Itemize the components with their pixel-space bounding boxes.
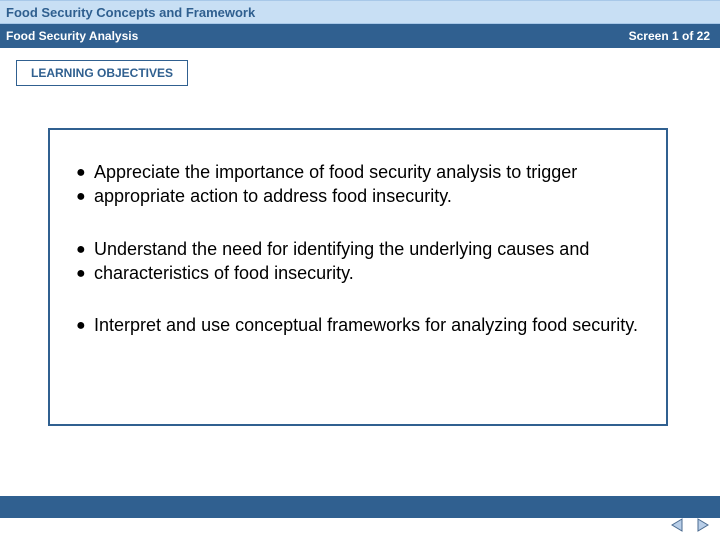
- bullet-icon: ●: [76, 263, 86, 285]
- course-title: Food Security Concepts and Framework: [6, 5, 255, 20]
- module-title: Food Security Analysis: [6, 29, 138, 43]
- nav-arrows: [670, 517, 710, 538]
- bullet-icon: ●: [76, 315, 86, 337]
- objectives-box: ● ● Appreciate the importance of food se…: [48, 128, 668, 426]
- screen-counter: Screen 1 of 22: [629, 29, 710, 43]
- bullet-icon: ●: [76, 186, 86, 208]
- objective-text: Understand the need for identifying the …: [94, 239, 589, 283]
- next-arrow-icon[interactable]: [694, 517, 710, 538]
- prev-arrow-icon[interactable]: [670, 517, 686, 538]
- list-item: ● Interpret and use conceptual framework…: [78, 313, 638, 337]
- list-item: ● ● Appreciate the importance of food se…: [78, 160, 638, 209]
- learning-objectives-tab: LEARNING OBJECTIVES: [16, 60, 188, 86]
- objective-text: Interpret and use conceptual frameworks …: [94, 315, 638, 335]
- learning-objectives-label: LEARNING OBJECTIVES: [31, 66, 173, 80]
- course-title-band: Food Security Concepts and Framework: [0, 0, 720, 24]
- footer-spacer: [0, 518, 720, 540]
- slide: Food Security Concepts and Framework Foo…: [0, 0, 720, 540]
- list-item: ● ● Understand the need for identifying …: [78, 237, 638, 286]
- bullet-icon: ●: [76, 162, 86, 184]
- objective-text: Appreciate the importance of food securi…: [94, 162, 577, 206]
- bullet-icon: ●: [76, 239, 86, 261]
- module-band: Food Security Analysis Screen 1 of 22: [0, 24, 720, 48]
- footer-band: [0, 496, 720, 518]
